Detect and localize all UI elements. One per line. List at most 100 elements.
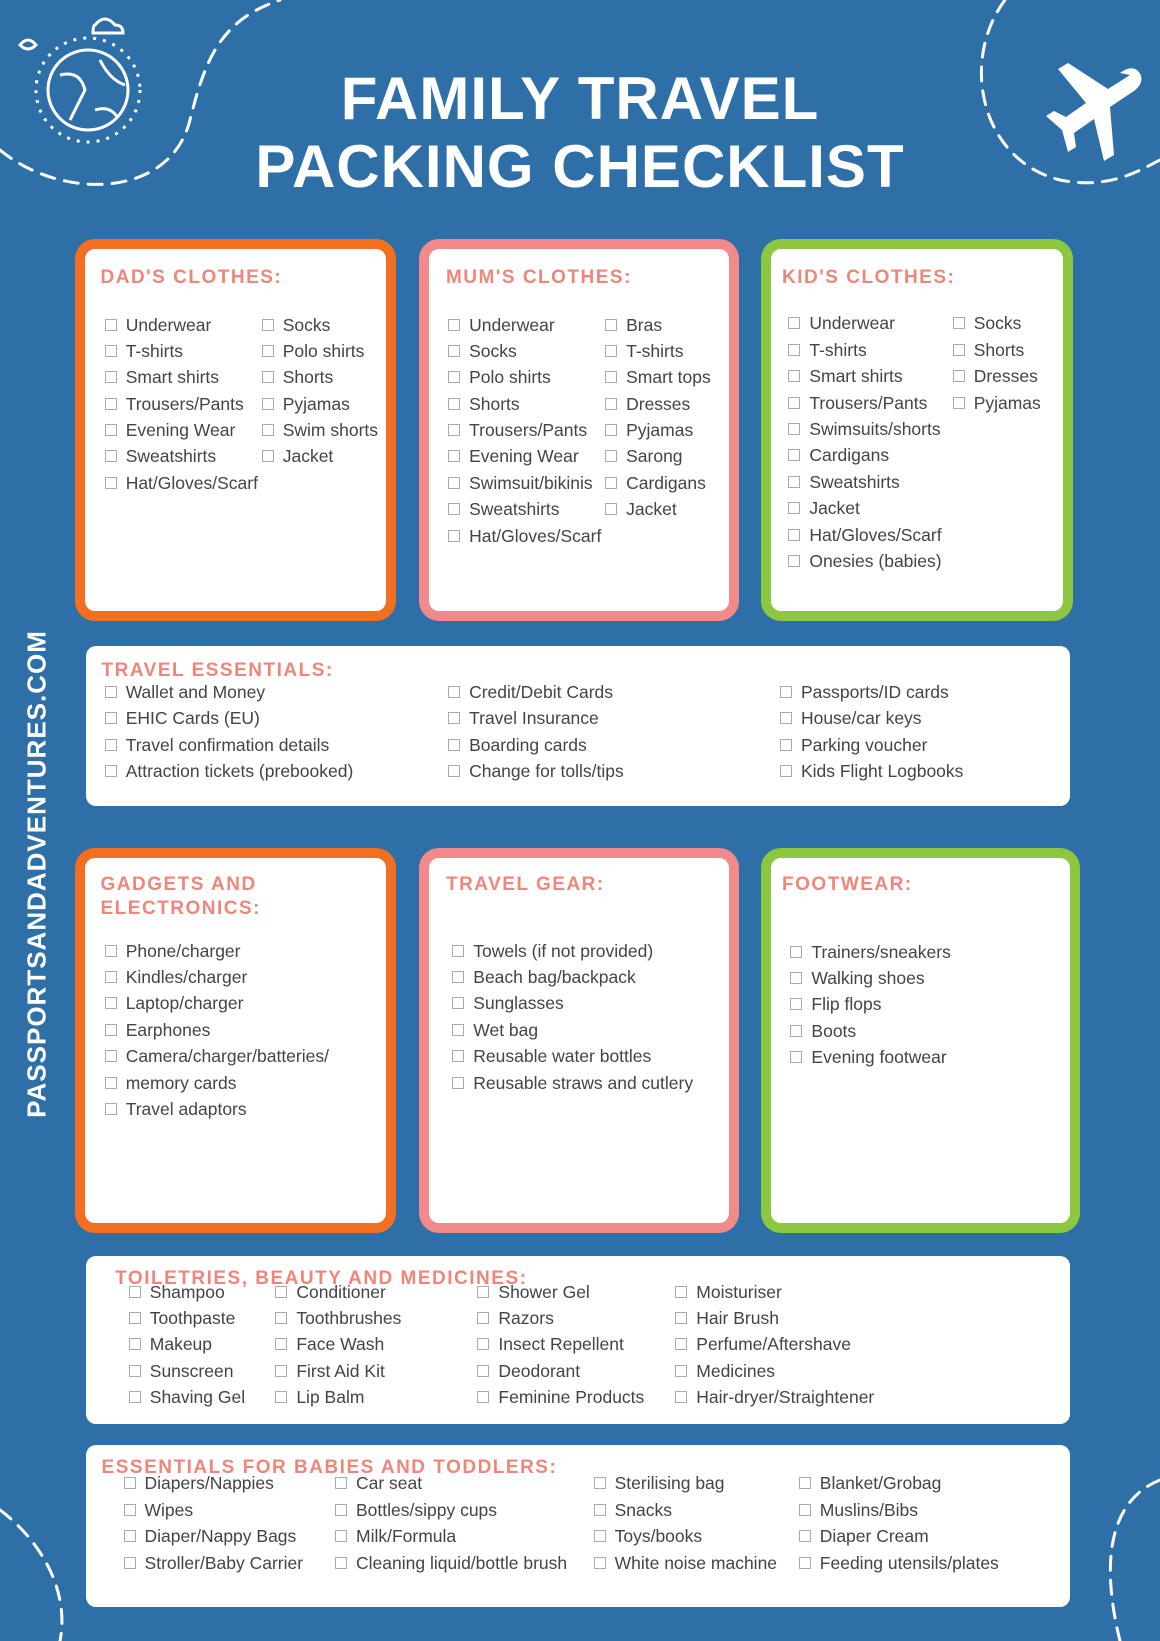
item-label: Razors [498, 1308, 554, 1329]
item-label: Dresses [626, 393, 691, 414]
item-label: Shorts [282, 367, 334, 388]
checkbox [798, 1530, 811, 1543]
item-label: Cardigans [626, 472, 706, 493]
checkbox [452, 1023, 465, 1036]
section-heading: TRAVEL GEAR: [445, 874, 605, 896]
item-label: Pyjamas [282, 393, 350, 414]
checkbox [128, 1364, 141, 1377]
checklist-item: Car seat [335, 1472, 422, 1494]
checkbox [593, 1556, 606, 1569]
checklist-item: Evening Wear [104, 419, 235, 441]
checklist-item: Sweatshirts [788, 471, 900, 493]
item-label: Deodorant [498, 1360, 581, 1381]
item-label: Milk/Formula [356, 1526, 457, 1547]
item-label: Trousers/Pants [809, 392, 928, 413]
item-label: Hair Brush [696, 1308, 779, 1329]
item-label: Cardigans [809, 445, 890, 466]
section-heading: TOILETRIES, BEAUTY AND MEDICINES: [115, 1267, 528, 1289]
checkbox [261, 318, 274, 331]
section-box: KID'S CLOTHES: Underwear T-shirts Smart shi… [761, 238, 1074, 621]
checkbox [448, 503, 461, 516]
checkbox [790, 998, 803, 1011]
item-label: Swimsuit/bikinis [469, 472, 593, 493]
checkbox [275, 1364, 288, 1377]
checklist-item: Bras [605, 314, 662, 336]
item-label: Travel confirmation details [125, 734, 330, 755]
checklist-item: Swimsuit/bikinis [448, 472, 593, 494]
item-label: Diapers/Nappies [144, 1473, 274, 1494]
checkbox [128, 1285, 141, 1298]
checklist-item: Reusable straws and cutlery [452, 1072, 693, 1094]
item-label: Change for tolls/tips [469, 761, 624, 782]
checklist-item: Camera/charger/batteries/ [104, 1045, 329, 1067]
checkbox [788, 528, 801, 541]
item-label: Hair-dryer/Straightener [696, 1387, 875, 1408]
item-label: Shorts [973, 339, 1025, 360]
item-label: Snacks [614, 1499, 672, 1520]
checklist-item: Bottles/sippy cups [335, 1499, 497, 1521]
checklist-item: Beach bag/backpack [452, 966, 636, 988]
item-label: T-shirts [809, 339, 867, 360]
checklist-item: Phone/charger [104, 940, 241, 962]
item-label: Underwear [469, 314, 555, 335]
checkbox [104, 1050, 117, 1063]
checkbox [104, 686, 117, 699]
item-label: Socks [469, 340, 517, 361]
checkbox [605, 318, 618, 331]
checkbox [477, 1338, 490, 1351]
item-label: Wallet and Money [125, 682, 266, 703]
item-label: Smart shirts [125, 367, 220, 388]
checkbox [104, 765, 117, 778]
checklist-item: Insect Repellent [477, 1333, 624, 1355]
checklist-item: Snacks [593, 1499, 672, 1521]
checkbox [798, 1477, 811, 1490]
checkbox [335, 1477, 347, 1490]
checkbox [448, 686, 461, 699]
checklist-item: Reusable water bottles [452, 1045, 651, 1067]
checklist-item: Shorts [261, 366, 334, 388]
section-heading: FOOTWEAR: [782, 874, 913, 896]
checkbox [335, 1530, 347, 1543]
checkbox [952, 317, 965, 330]
checkbox [477, 1364, 490, 1377]
item-label: Hat/Gloves/Scarf [469, 525, 602, 546]
checklist-item: Shorts [952, 339, 1025, 361]
checkbox [798, 1556, 811, 1569]
item-label: House/car keys [800, 708, 922, 729]
item-label: Socks [282, 314, 331, 335]
checklist-item: Credit/Debit Cards [448, 681, 613, 703]
item-label: memory cards [125, 1072, 237, 1093]
section-box: TRAVEL GEAR: Towels (if not provided) Beac… [418, 848, 740, 1234]
checkbox [261, 344, 274, 357]
checklist-item: Smart shirts [104, 366, 220, 388]
checklist-item: Cleaning liquid/bottle brush [335, 1552, 567, 1574]
item-label: Phone/charger [125, 940, 241, 961]
section-heading: GADGETS AND ELECTRONICS: [100, 874, 261, 920]
checklist-item: Swimsuits/shorts [788, 418, 941, 440]
checklist-item: Parking voucher [779, 734, 927, 756]
checkbox [448, 344, 461, 357]
checkbox [952, 343, 965, 356]
checkbox [104, 970, 117, 983]
item-label: Jacket [626, 499, 677, 520]
checklist-item: Moisturiser [675, 1281, 782, 1303]
item-label: Trousers/Pants [469, 420, 588, 441]
section-box: FOOTWEAR: Trainers/sneakers Walking shoes F… [761, 848, 1081, 1234]
checklist-item: Hat/Gloves/Scarf [448, 525, 601, 547]
checkbox [104, 450, 117, 463]
section-heading: DAD'S CLOTHES: [100, 266, 283, 288]
section-box: MUM'S CLOTHES: Underwear Socks Polo shirts S… [418, 238, 740, 621]
item-label: Underwear [809, 313, 895, 334]
item-label: Polo shirts [469, 367, 551, 388]
checklist-item: Walking shoes [790, 967, 925, 989]
checkbox [104, 712, 117, 725]
item-label: Smart tops [626, 367, 711, 388]
checkbox [477, 1312, 490, 1325]
checklist-item: Underwear [104, 314, 211, 336]
checklist-item: Diapers/Nappies [123, 1472, 274, 1494]
item-label: Reusable water bottles [473, 1046, 652, 1067]
checkbox [448, 765, 461, 778]
item-label: Attraction tickets (prebooked) [125, 761, 354, 782]
checkbox [675, 1312, 688, 1325]
checklist-item: Wipes [123, 1499, 193, 1521]
